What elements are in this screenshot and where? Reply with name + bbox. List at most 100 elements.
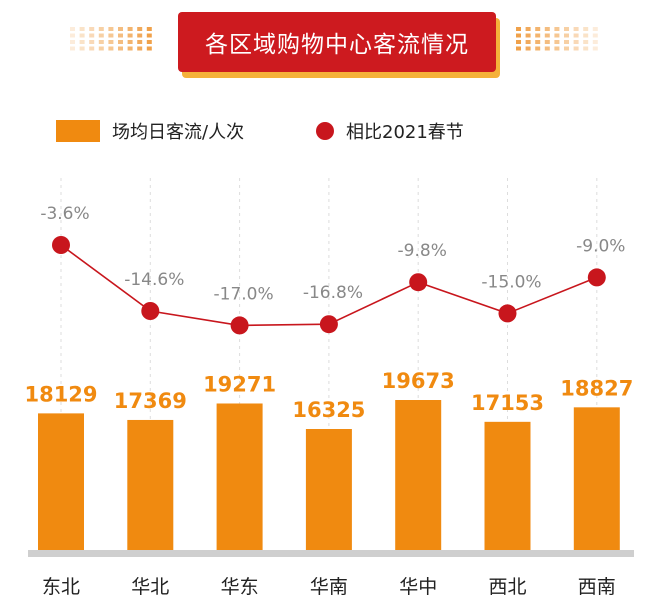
decorative-dot (583, 46, 589, 51)
bar-西南 (573, 407, 620, 550)
decorative-dot (70, 46, 75, 51)
decorative-dot (118, 46, 123, 51)
x-tick-label: 东北 (42, 576, 80, 598)
bar-value-label: 19271 (203, 372, 276, 396)
x-tick-label: 华中 (399, 576, 437, 598)
line-point-label: -17.0% (214, 284, 274, 304)
decorative-dot (525, 33, 531, 38)
decorative-dot (535, 33, 541, 38)
decorative-dot (592, 33, 598, 38)
bar-value-label: 18827 (560, 376, 633, 400)
bar-西北 (484, 421, 531, 550)
bar-华东 (216, 403, 263, 550)
decorative-dot (70, 27, 75, 31)
decorative-dot (554, 46, 560, 51)
decorative-dot (516, 46, 521, 51)
decorative-dot (70, 33, 75, 38)
bar-value-label: 16325 (292, 398, 365, 422)
legend-bar-label: 场均日客流/人次 (112, 122, 245, 143)
decorative-dot (98, 27, 104, 31)
decorative-dot (137, 27, 143, 31)
bar-value-label: 17369 (114, 389, 187, 413)
decorative-dot (573, 40, 579, 44)
decorative-dots-right (516, 27, 598, 51)
title-banner-main: 各区域购物中心客流情况 (178, 12, 496, 72)
line-point-label: -9.8% (398, 241, 447, 261)
decorative-dot (89, 33, 95, 38)
decorative-dot (146, 40, 152, 44)
bar-value-label: 17153 (471, 391, 544, 415)
decorative-dot (535, 46, 541, 51)
decorative-dot (118, 40, 123, 44)
decorative-dot (137, 33, 143, 38)
decorative-dot (583, 27, 589, 31)
legend-item-line: 相比2021春节 (316, 118, 464, 144)
decorative-dot (127, 33, 133, 38)
x-tick-label: 华东 (221, 576, 259, 598)
decorative-dot (79, 33, 85, 38)
decorative-dot (89, 46, 95, 51)
decorative-dot (79, 27, 85, 31)
legend-item-bar: 场均日客流/人次 (56, 118, 244, 144)
x-axis-baseline (28, 550, 634, 557)
decorative-dot (516, 33, 521, 38)
decorative-dot (544, 46, 550, 51)
decorative-dot (127, 46, 133, 51)
bar-value-label: 18129 (24, 382, 97, 406)
decorative-dot (118, 33, 123, 38)
decorative-dot (544, 33, 550, 38)
decorative-dot (127, 40, 133, 44)
x-tick-label: 西北 (488, 576, 526, 598)
decorative-dot (535, 40, 541, 44)
decorative-dot (583, 33, 589, 38)
decorative-dot (108, 27, 114, 31)
decorative-dot (127, 27, 133, 31)
decorative-dot (583, 40, 589, 44)
decorative-dot (525, 27, 531, 31)
decorative-dot (573, 46, 579, 51)
line-point (498, 304, 517, 323)
line-point-label: -16.8% (303, 283, 363, 303)
decorative-dot (137, 46, 143, 51)
decorative-dot (98, 33, 104, 38)
decorative-dot (564, 40, 569, 44)
chart-title: 各区域购物中心客流情况 (205, 32, 469, 58)
line-point (141, 302, 160, 320)
line-point (230, 316, 249, 335)
decorative-dot (564, 46, 569, 51)
line-point (52, 236, 70, 254)
decorative-dot (98, 46, 104, 51)
decorative-dot (592, 46, 598, 51)
decorative-dot (554, 27, 560, 31)
line-point-label: -14.6% (124, 270, 184, 290)
decorative-dot (70, 40, 75, 44)
decorative-dot (564, 33, 569, 38)
bar-华北 (127, 419, 174, 550)
bar-华南 (305, 429, 352, 550)
line-point (319, 315, 338, 334)
decorative-dot (108, 46, 114, 51)
decorative-dot (108, 40, 114, 44)
decorative-dot (146, 33, 152, 38)
bar-华中 (395, 400, 442, 550)
line-point-label: -15.0% (481, 272, 541, 292)
line-point (409, 273, 428, 292)
decorative-dot (137, 40, 143, 44)
decorative-dots-left (70, 27, 152, 51)
decorative-dot (554, 40, 560, 44)
bar-value-label: 19673 (382, 369, 455, 393)
line-point (587, 268, 606, 287)
decorative-dot (516, 40, 521, 44)
decorative-dot (118, 27, 123, 31)
decorative-dot (516, 27, 521, 31)
title-banner: 各区域购物中心客流情况 (178, 12, 500, 78)
decorative-dot (573, 33, 579, 38)
x-tick-label: 华北 (131, 576, 169, 598)
decorative-dot (108, 33, 114, 38)
decorative-dot (525, 40, 531, 44)
legend-bar-swatch (56, 120, 100, 142)
decorative-dot (146, 27, 152, 31)
decorative-dot (564, 27, 569, 31)
legend-line-label: 相比2021春节 (346, 122, 464, 143)
